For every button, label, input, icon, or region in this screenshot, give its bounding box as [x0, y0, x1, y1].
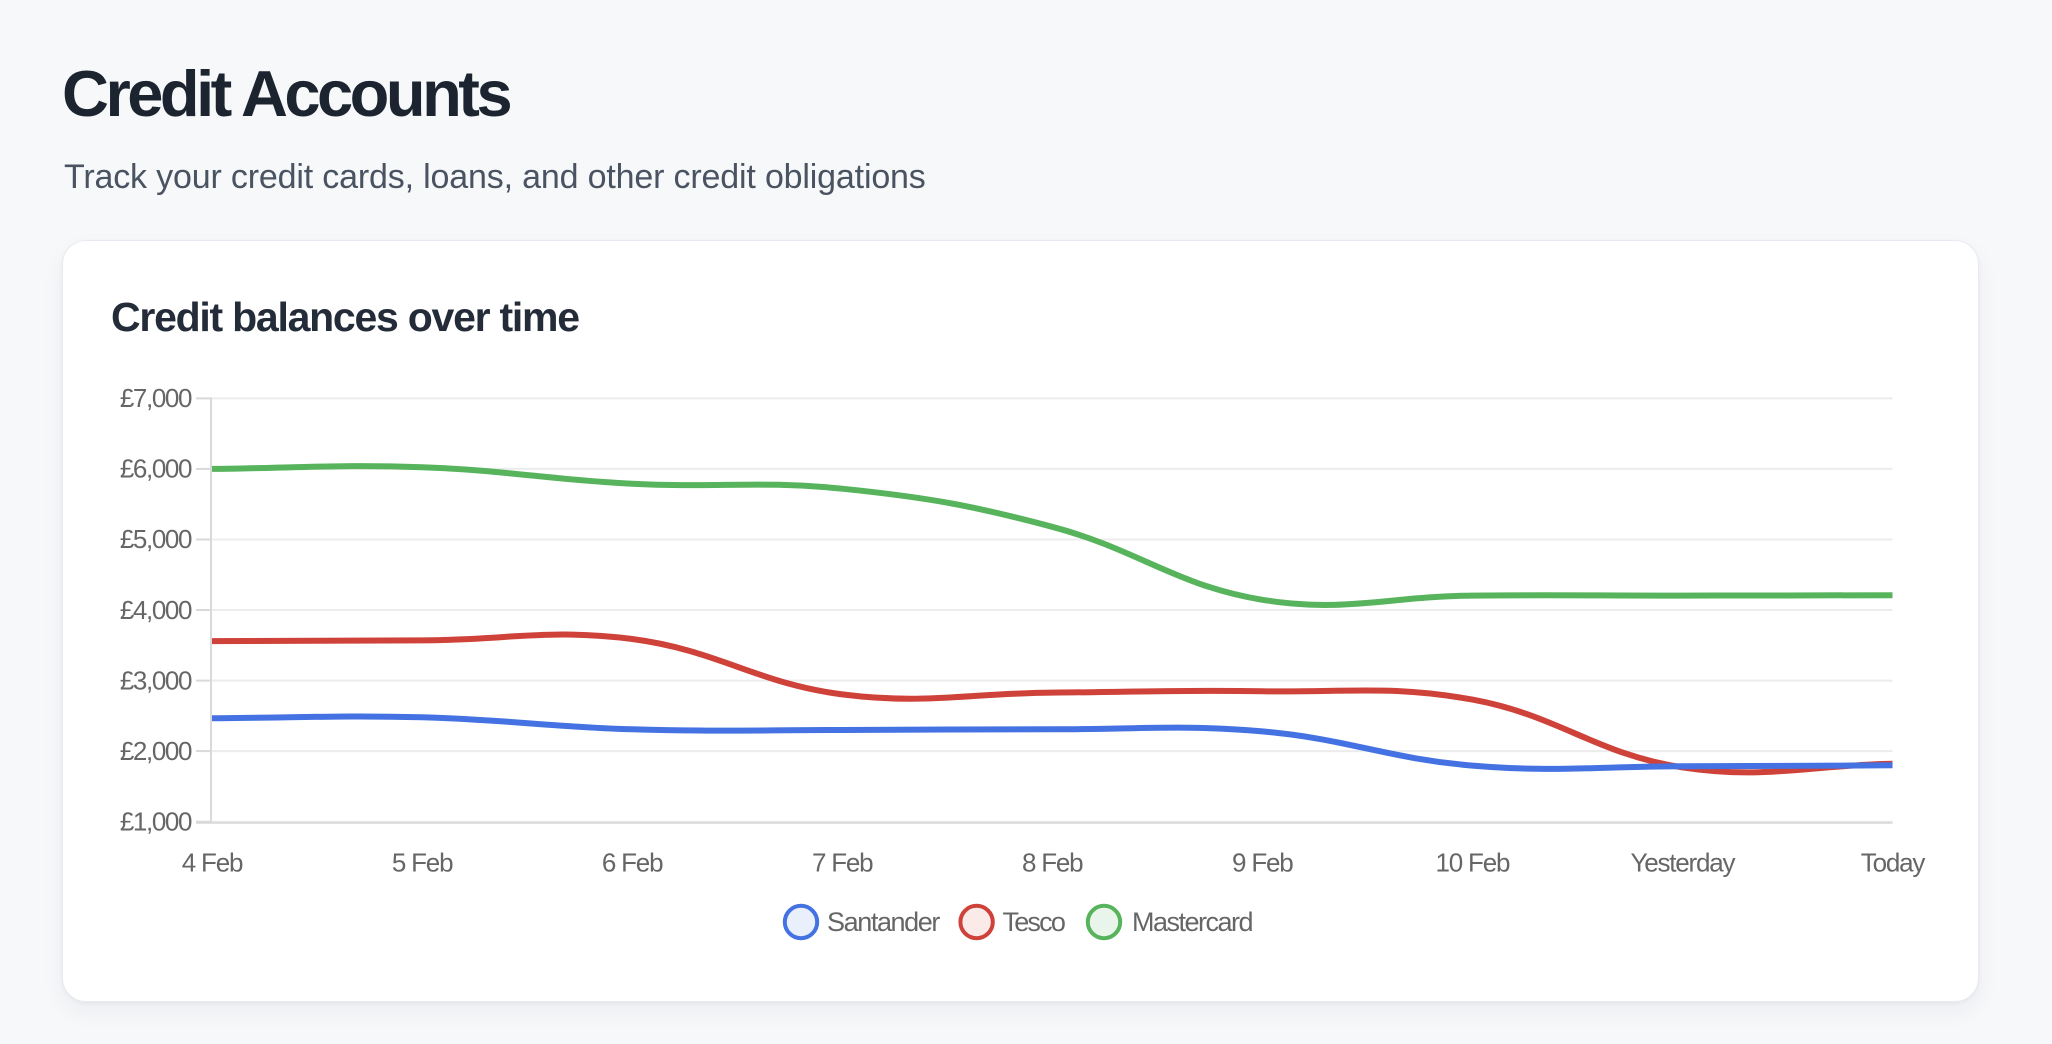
svg-text:9 Feb: 9 Feb	[1232, 848, 1293, 878]
svg-text:£6,000: £6,000	[120, 454, 192, 484]
svg-text:£2,000: £2,000	[120, 736, 192, 766]
svg-text:£4,000: £4,000	[120, 595, 192, 625]
svg-text:7 Feb: 7 Feb	[812, 848, 873, 878]
svg-text:£5,000: £5,000	[120, 524, 192, 554]
svg-text:Yesterday: Yesterday	[1630, 848, 1735, 878]
svg-text:Santander: Santander	[827, 907, 940, 937]
svg-text:£3,000: £3,000	[120, 665, 192, 695]
svg-text:£1,000: £1,000	[120, 806, 192, 836]
svg-text:£7,000: £7,000	[120, 383, 192, 413]
svg-text:6 Feb: 6 Feb	[602, 848, 663, 878]
svg-text:Tesco: Tesco	[1003, 907, 1065, 937]
svg-text:10 Feb: 10 Feb	[1436, 848, 1510, 878]
svg-text:5 Feb: 5 Feb	[392, 848, 453, 878]
svg-text:4 Feb: 4 Feb	[182, 848, 243, 878]
svg-text:Today: Today	[1861, 848, 1926, 878]
svg-text:8 Feb: 8 Feb	[1022, 848, 1083, 878]
svg-text:Mastercard: Mastercard	[1132, 907, 1253, 937]
